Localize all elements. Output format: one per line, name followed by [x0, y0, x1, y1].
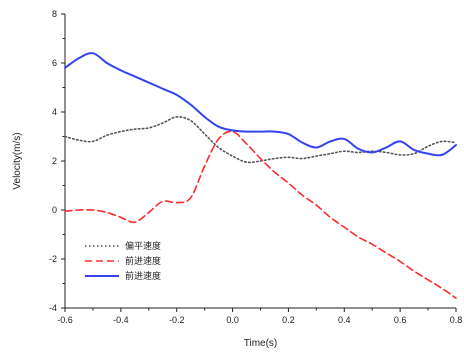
y-tick-label: 6: [52, 58, 57, 68]
legend-item-dashed: 前进速度: [85, 255, 161, 266]
axes-group: -0.6 -0.4 -0.2 0.0 0.2 0.4 0.6 0.8 -4 -2 0 2 4 6 8: [49, 9, 462, 325]
y-tick-label: 0: [52, 205, 57, 215]
x-tick-label: 0.6: [394, 315, 407, 325]
x-axis-title: Time(s): [244, 338, 278, 349]
y-tick-label: 2: [52, 156, 57, 166]
legend-label: 前进速度: [125, 270, 161, 281]
y-tick-label: 4: [52, 107, 57, 117]
axis-labels-group: Time(s) Velocity(m/s): [12, 132, 277, 349]
x-tick-label: 0.8: [450, 315, 463, 325]
legend-item-solid: 前进速度: [85, 270, 161, 281]
legend-label: 偏平速度: [125, 240, 161, 251]
x-tick-label: 0.2: [282, 315, 295, 325]
y-tick-label: 8: [52, 9, 57, 19]
x-tick-label: 0.4: [338, 315, 351, 325]
series-dotted-line: [64, 116, 457, 164]
legend-item-dotted: 偏平速度: [85, 240, 161, 251]
series-group: [64, 52, 457, 299]
x-tick-label: -0.6: [57, 315, 73, 325]
legend-label: 前进速度: [125, 255, 161, 266]
x-tick-label: -0.2: [169, 315, 185, 325]
x-tick-label: -0.4: [113, 315, 129, 325]
y-axis-title: Velocity(m/s): [12, 132, 23, 189]
x-tick-label: 0.0: [226, 315, 239, 325]
y-tick-label: -4: [49, 303, 57, 313]
y-tick-label: -2: [49, 254, 57, 264]
series-dashed-line: [64, 130, 457, 299]
series-solid-line: [64, 52, 457, 157]
